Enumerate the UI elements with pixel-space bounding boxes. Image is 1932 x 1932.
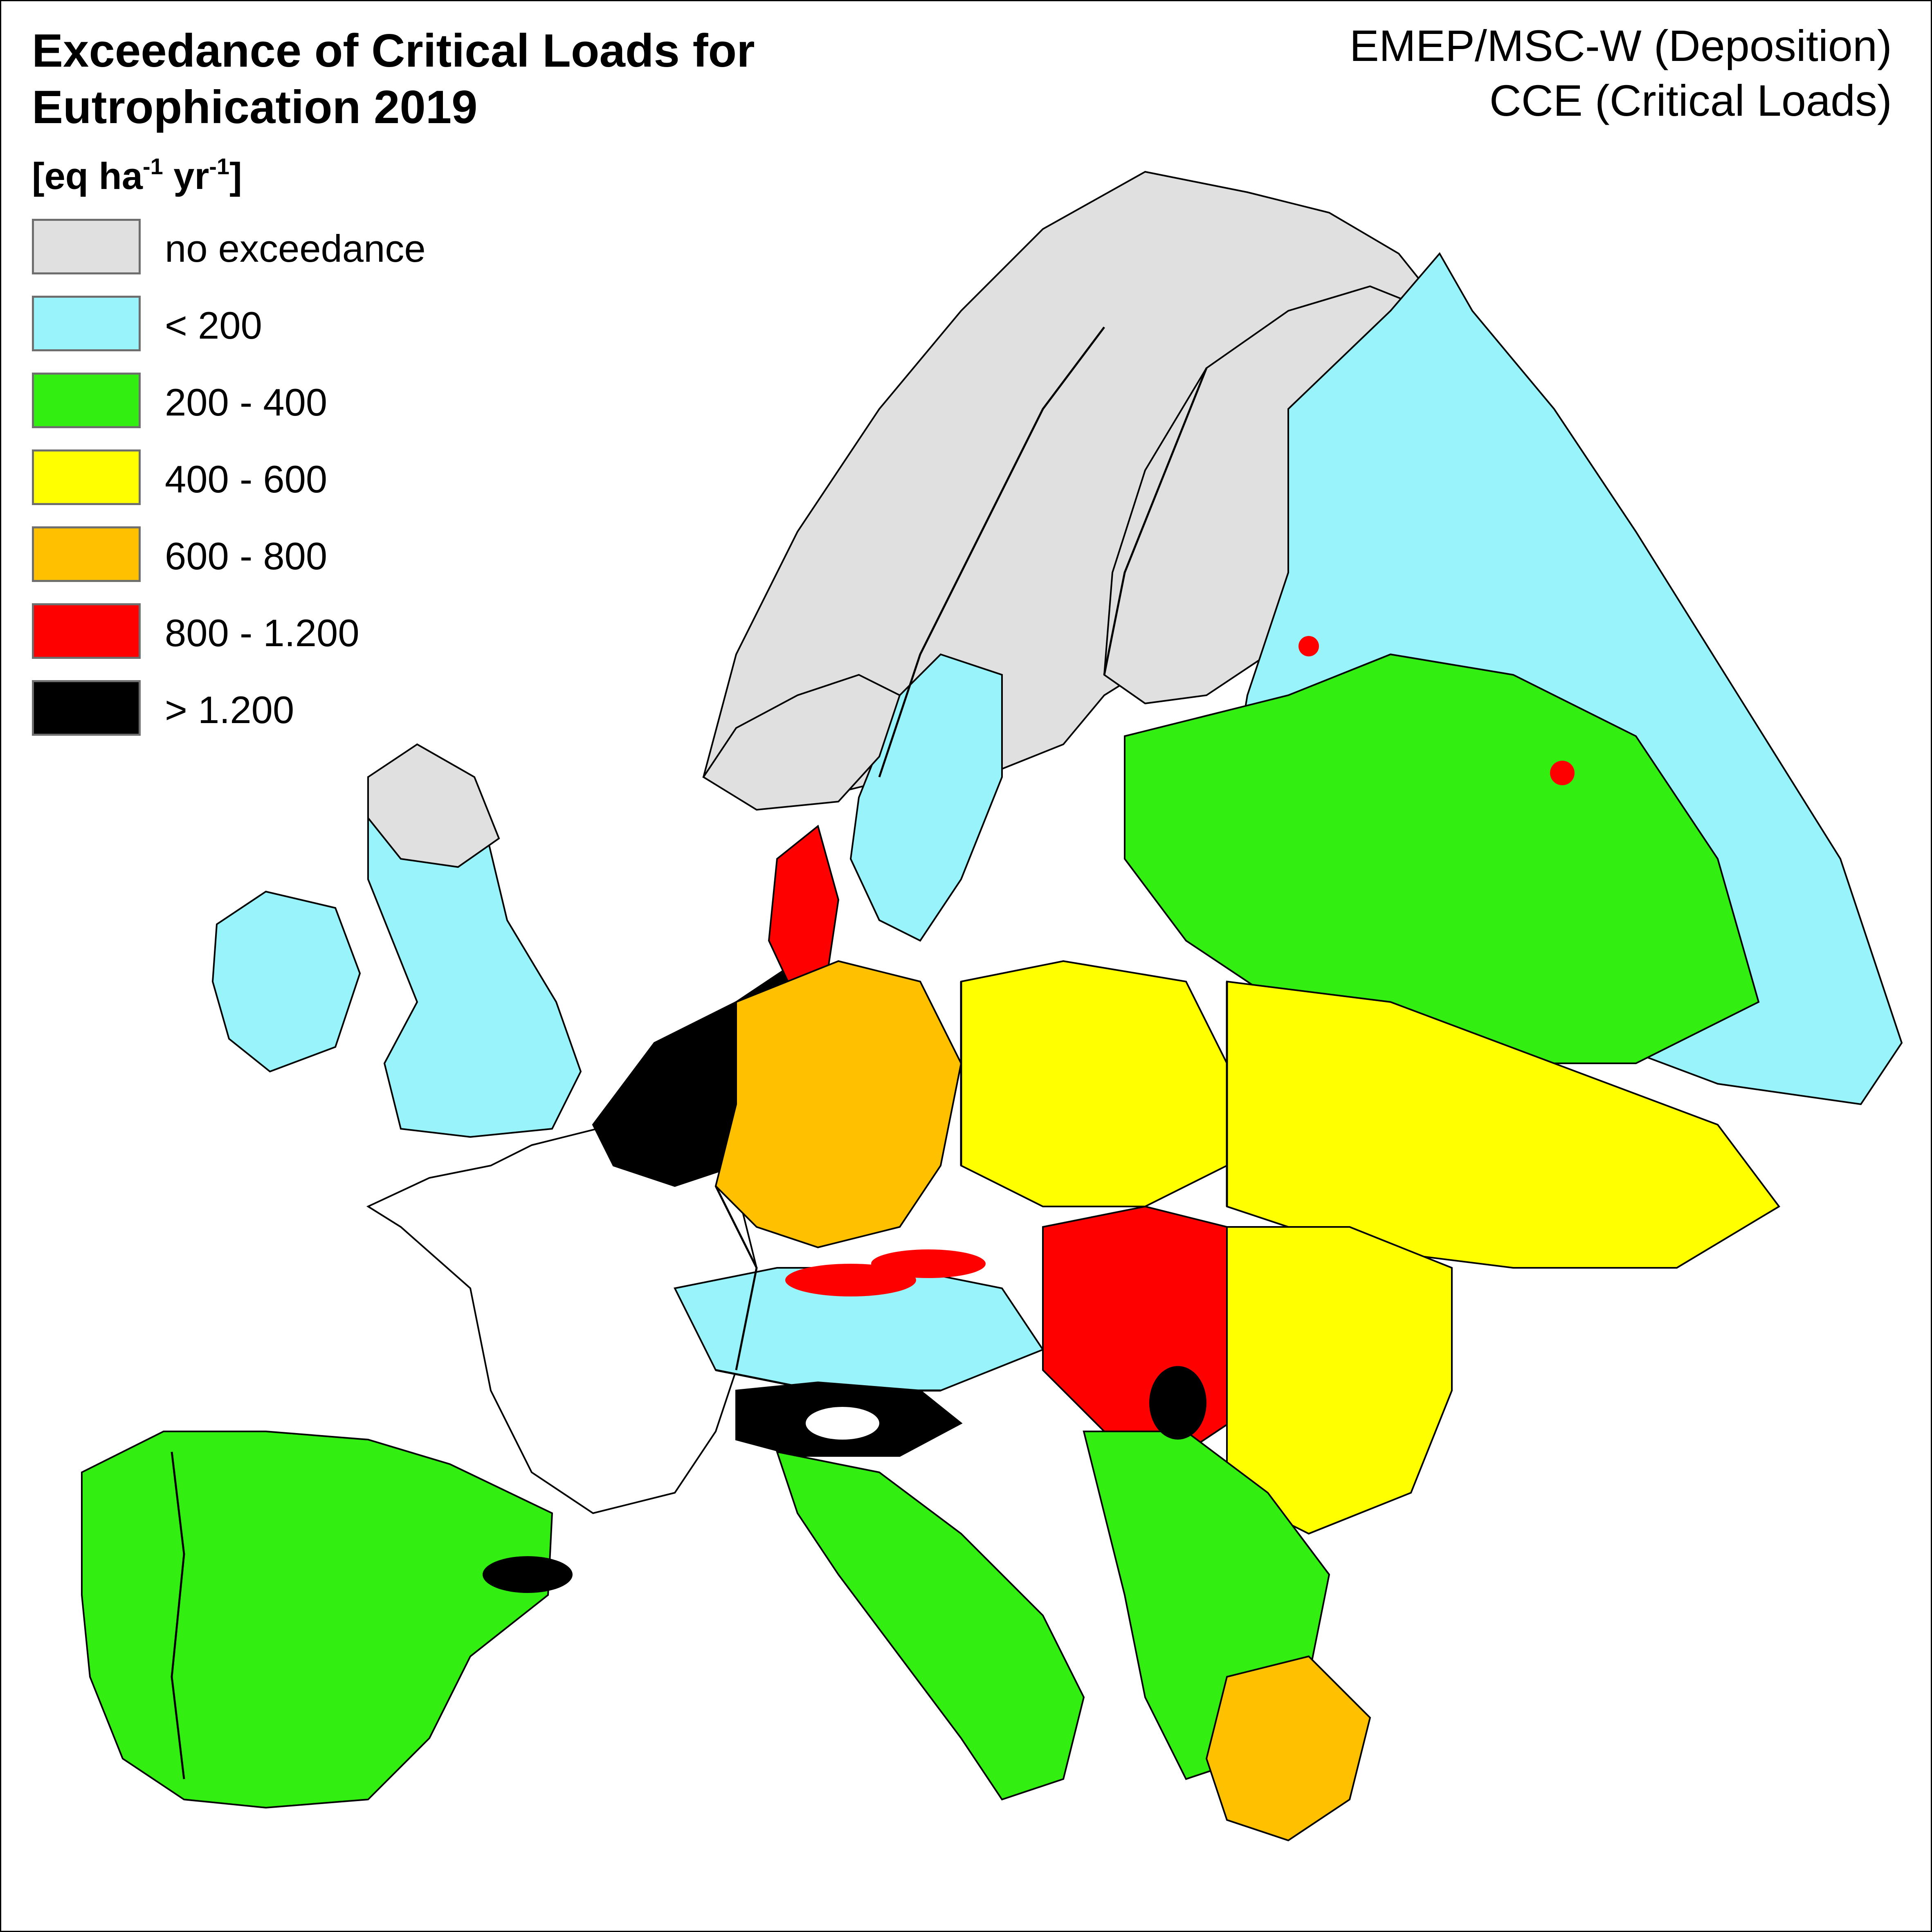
region-baltics-russia-green xyxy=(1124,653,1760,1064)
region-iberia xyxy=(81,1431,553,1809)
region-scotland xyxy=(367,743,500,868)
land-areas xyxy=(81,171,1903,1842)
border-spain-portugal xyxy=(171,1451,185,1779)
legend-label: 400 - 600 xyxy=(165,458,328,501)
legend-swatch xyxy=(32,680,141,736)
region-greece xyxy=(1205,1655,1371,1842)
region-norway-south xyxy=(702,674,901,811)
legend-item-gt-1200: > 1.200 xyxy=(32,680,523,737)
border-norway-sweden xyxy=(878,326,1105,777)
border-france-germany xyxy=(714,1185,758,1370)
legend-label: > 1.200 xyxy=(165,688,294,731)
unit-exponent-1: -1 xyxy=(142,153,163,179)
legend-label: 800 - 1.200 xyxy=(165,611,359,654)
legend-item-600-800: 600 - 800 xyxy=(32,526,523,584)
legend-item-lt-200: < 200 xyxy=(32,296,523,353)
region-poland xyxy=(960,960,1228,1207)
region-ireland xyxy=(211,890,361,1073)
legend-item-400-600: 400 - 600 xyxy=(32,449,523,507)
credit-deposition: EMEP/MSC-W (Deposition) xyxy=(1349,21,1892,70)
region-italy xyxy=(776,1451,1085,1801)
border-italy-alps xyxy=(715,1369,941,1392)
hotspot-catalonia xyxy=(483,1556,573,1593)
legend-label: 200 - 400 xyxy=(165,381,328,424)
credit-critical-loads: CCE (Critical Loads) xyxy=(1489,76,1892,125)
region-germany xyxy=(714,960,962,1249)
map-title-line1: Exceedance of Critical Loads for xyxy=(32,25,755,77)
country-borders xyxy=(171,326,1228,1779)
legend-item-no-exceedance: no exceedance xyxy=(32,219,523,276)
legend-swatch xyxy=(32,449,141,505)
legend-swatch xyxy=(32,296,141,351)
border-sweden-finland xyxy=(1103,368,1208,675)
legend-unit: [eq ha-1 yr-1] xyxy=(32,155,242,197)
hotspot-hungary-black xyxy=(1149,1366,1206,1440)
map-title-line2: Eutrophication 2019 xyxy=(32,81,478,133)
legend-item-200-400: 200 - 400 xyxy=(32,373,523,430)
unit-prefix: [eq ha xyxy=(32,155,143,197)
legend-item-800-1200: 800 - 1.200 xyxy=(32,603,523,660)
hotspot-po-valley-white xyxy=(806,1407,879,1440)
legend-label: < 200 xyxy=(165,304,262,347)
legend-swatch xyxy=(32,603,141,659)
unit-exponent-2: -1 xyxy=(209,153,230,179)
unit-suffix: ] xyxy=(229,155,242,197)
hotspot-moscow xyxy=(1550,761,1575,785)
hotspot-st-petersburg xyxy=(1298,636,1319,656)
legend-swatch xyxy=(32,373,141,428)
region-romania-bulgaria xyxy=(1226,1226,1453,1535)
legend-swatch xyxy=(32,526,141,582)
legend-swatch xyxy=(32,219,141,274)
legend-label: 600 - 800 xyxy=(165,535,328,577)
legend-label: no exceedance xyxy=(165,227,426,270)
hotspot-bavaria xyxy=(871,1249,986,1278)
unit-mid: yr xyxy=(163,155,209,197)
